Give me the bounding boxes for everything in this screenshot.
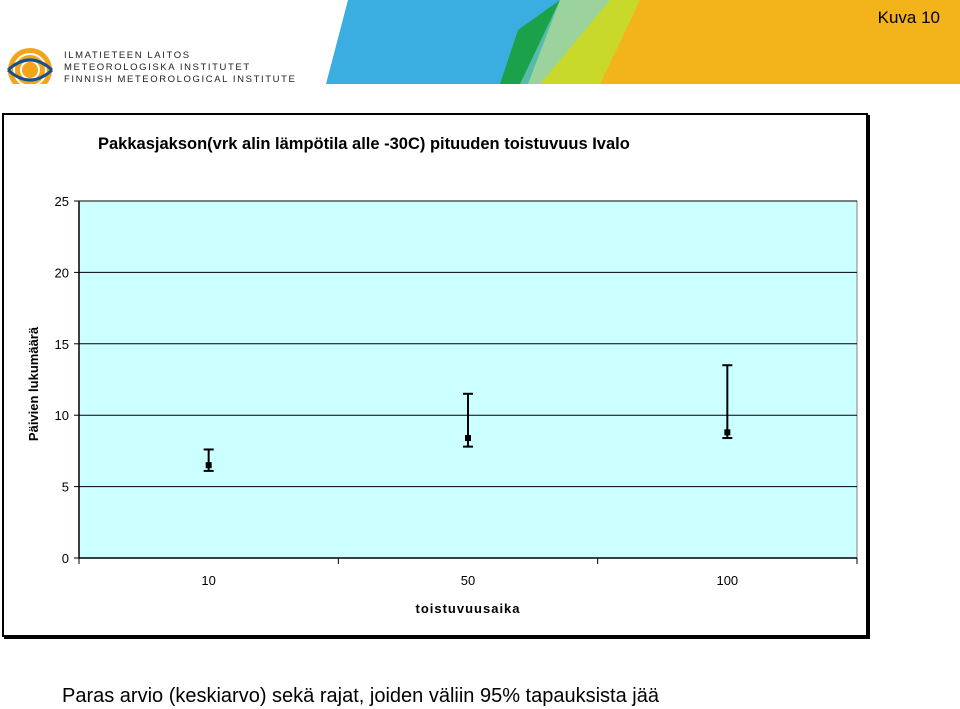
data-point: [465, 435, 471, 442]
y-tick-label: 10: [55, 408, 69, 423]
plot-area: [78, 200, 858, 559]
x-axis-label: toistuvuusaika: [415, 601, 520, 616]
logo-line: FINNISH METEOROLOGICAL INSTITUTE: [64, 74, 297, 85]
x-tick-label: 100: [716, 573, 738, 588]
y-tick-label: 5: [62, 480, 69, 495]
data-point: [205, 462, 212, 469]
slide-label: Kuva 10: [877, 8, 940, 27]
x-tick-label: 50: [461, 573, 475, 588]
chart-title: Pakkasjakson(vrk alin lämpötila alle -30…: [98, 135, 630, 153]
header-banner: [0, 0, 960, 84]
data-point: [724, 429, 731, 436]
x-tick-label: 10: [201, 573, 215, 588]
fmi-logo-icon: [6, 48, 54, 84]
y-tick-label: 25: [55, 194, 69, 209]
caption: Paras arvio (keskiarvo) sekä rajat, joid…: [62, 685, 659, 707]
y-tick-label: 20: [55, 265, 69, 280]
fmi-logo-text: ILMATIETEEN LAITOS METEOROLOGISKA INSTIT…: [64, 50, 296, 86]
logo-line: METEOROLOGISKA INSTITUTET: [64, 62, 251, 73]
y-tick-label: 0: [62, 551, 69, 566]
y-axis-label: Päivien lukumäärä: [26, 326, 41, 441]
y-tick-label: 15: [55, 337, 69, 352]
logo-line: ILMATIETEEN LAITOS: [64, 50, 191, 61]
